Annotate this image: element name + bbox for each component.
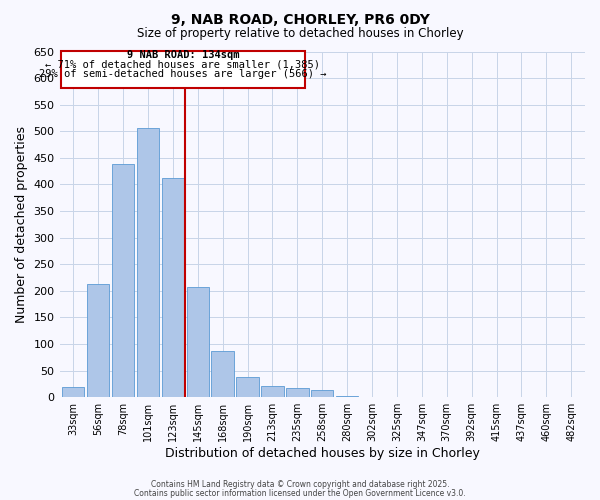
Bar — [61, 52, 305, 88]
Bar — [62, 386, 85, 397]
Text: 9 NAB ROAD: 134sqm: 9 NAB ROAD: 134sqm — [127, 50, 239, 60]
Bar — [211, 351, 234, 397]
Bar — [187, 287, 209, 397]
Bar — [137, 128, 159, 397]
Bar — [286, 388, 308, 397]
Bar — [311, 390, 334, 397]
Bar — [336, 396, 358, 397]
Bar — [261, 386, 284, 397]
Text: Contains public sector information licensed under the Open Government Licence v3: Contains public sector information licen… — [134, 488, 466, 498]
Text: Size of property relative to detached houses in Chorley: Size of property relative to detached ho… — [137, 28, 463, 40]
Bar — [87, 284, 109, 397]
Text: 29% of semi-detached houses are larger (566) →: 29% of semi-detached houses are larger (… — [39, 69, 326, 79]
Text: 9, NAB ROAD, CHORLEY, PR6 0DY: 9, NAB ROAD, CHORLEY, PR6 0DY — [170, 12, 430, 26]
X-axis label: Distribution of detached houses by size in Chorley: Distribution of detached houses by size … — [165, 447, 480, 460]
Bar — [112, 164, 134, 397]
Bar — [361, 396, 383, 397]
Bar — [236, 377, 259, 397]
Text: ← 71% of detached houses are smaller (1,385): ← 71% of detached houses are smaller (1,… — [46, 60, 320, 70]
Y-axis label: Number of detached properties: Number of detached properties — [15, 126, 28, 323]
Bar — [161, 178, 184, 397]
Text: Contains HM Land Registry data © Crown copyright and database right 2025.: Contains HM Land Registry data © Crown c… — [151, 480, 449, 489]
